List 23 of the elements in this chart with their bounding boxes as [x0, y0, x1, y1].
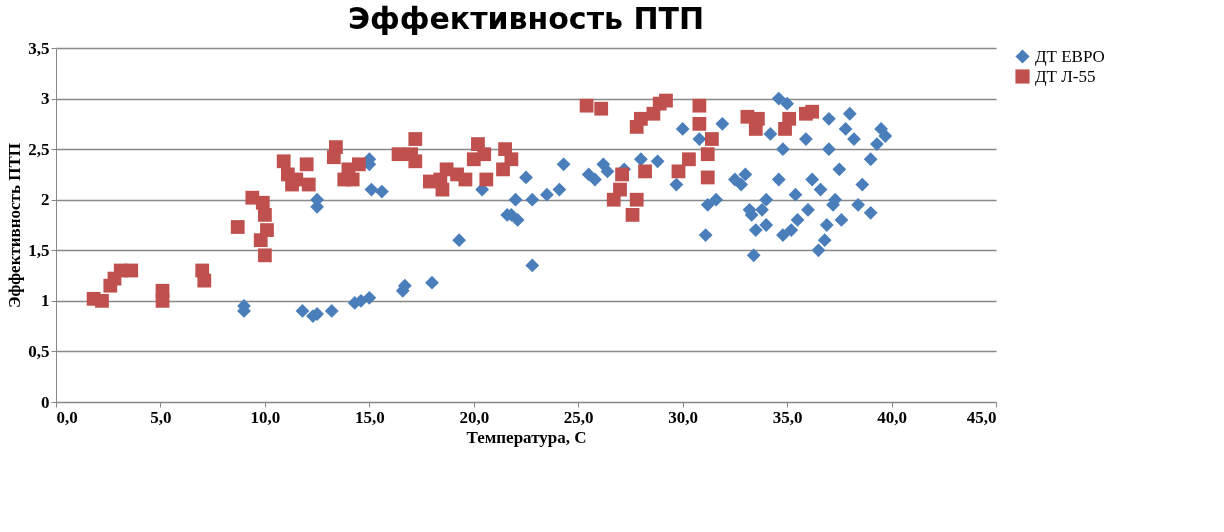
y-axis-title: Эффективность ПТП: [5, 143, 25, 308]
x-tick-label: 5,0: [150, 407, 172, 427]
y-tick-label: 0,5: [28, 341, 50, 361]
x-tick-label: 35,0: [772, 407, 803, 427]
x-tick-label: 30,0: [668, 407, 699, 427]
x-tick-label: 15,0: [354, 407, 385, 427]
x-tick-label: 20,0: [459, 407, 490, 427]
y-tick-label: 3: [41, 89, 50, 109]
y-tick-label: 0: [41, 392, 50, 412]
x-tick-label: 0,0: [56, 407, 78, 427]
y-tick-label: 3,5: [28, 38, 50, 58]
chart-title: Эффективность ПТП: [347, 1, 705, 36]
y-tick-label: 2,5: [28, 139, 50, 159]
y-tick-label: 1,5: [28, 240, 50, 260]
x-axis-title: Температура, С: [466, 427, 587, 447]
legend-label: ДТ ЕВРО: [1035, 46, 1105, 66]
x-tick-label: 10,0: [250, 407, 281, 427]
x-tick-label: 40,0: [877, 407, 907, 427]
x-tick-label: 25,0: [563, 407, 594, 427]
legend-label: ДТ Л-55: [1035, 66, 1096, 86]
y-tick-label: 1: [41, 291, 50, 311]
y-tick-label: 2: [41, 190, 50, 210]
x-tick-label: 45,0: [966, 407, 997, 427]
